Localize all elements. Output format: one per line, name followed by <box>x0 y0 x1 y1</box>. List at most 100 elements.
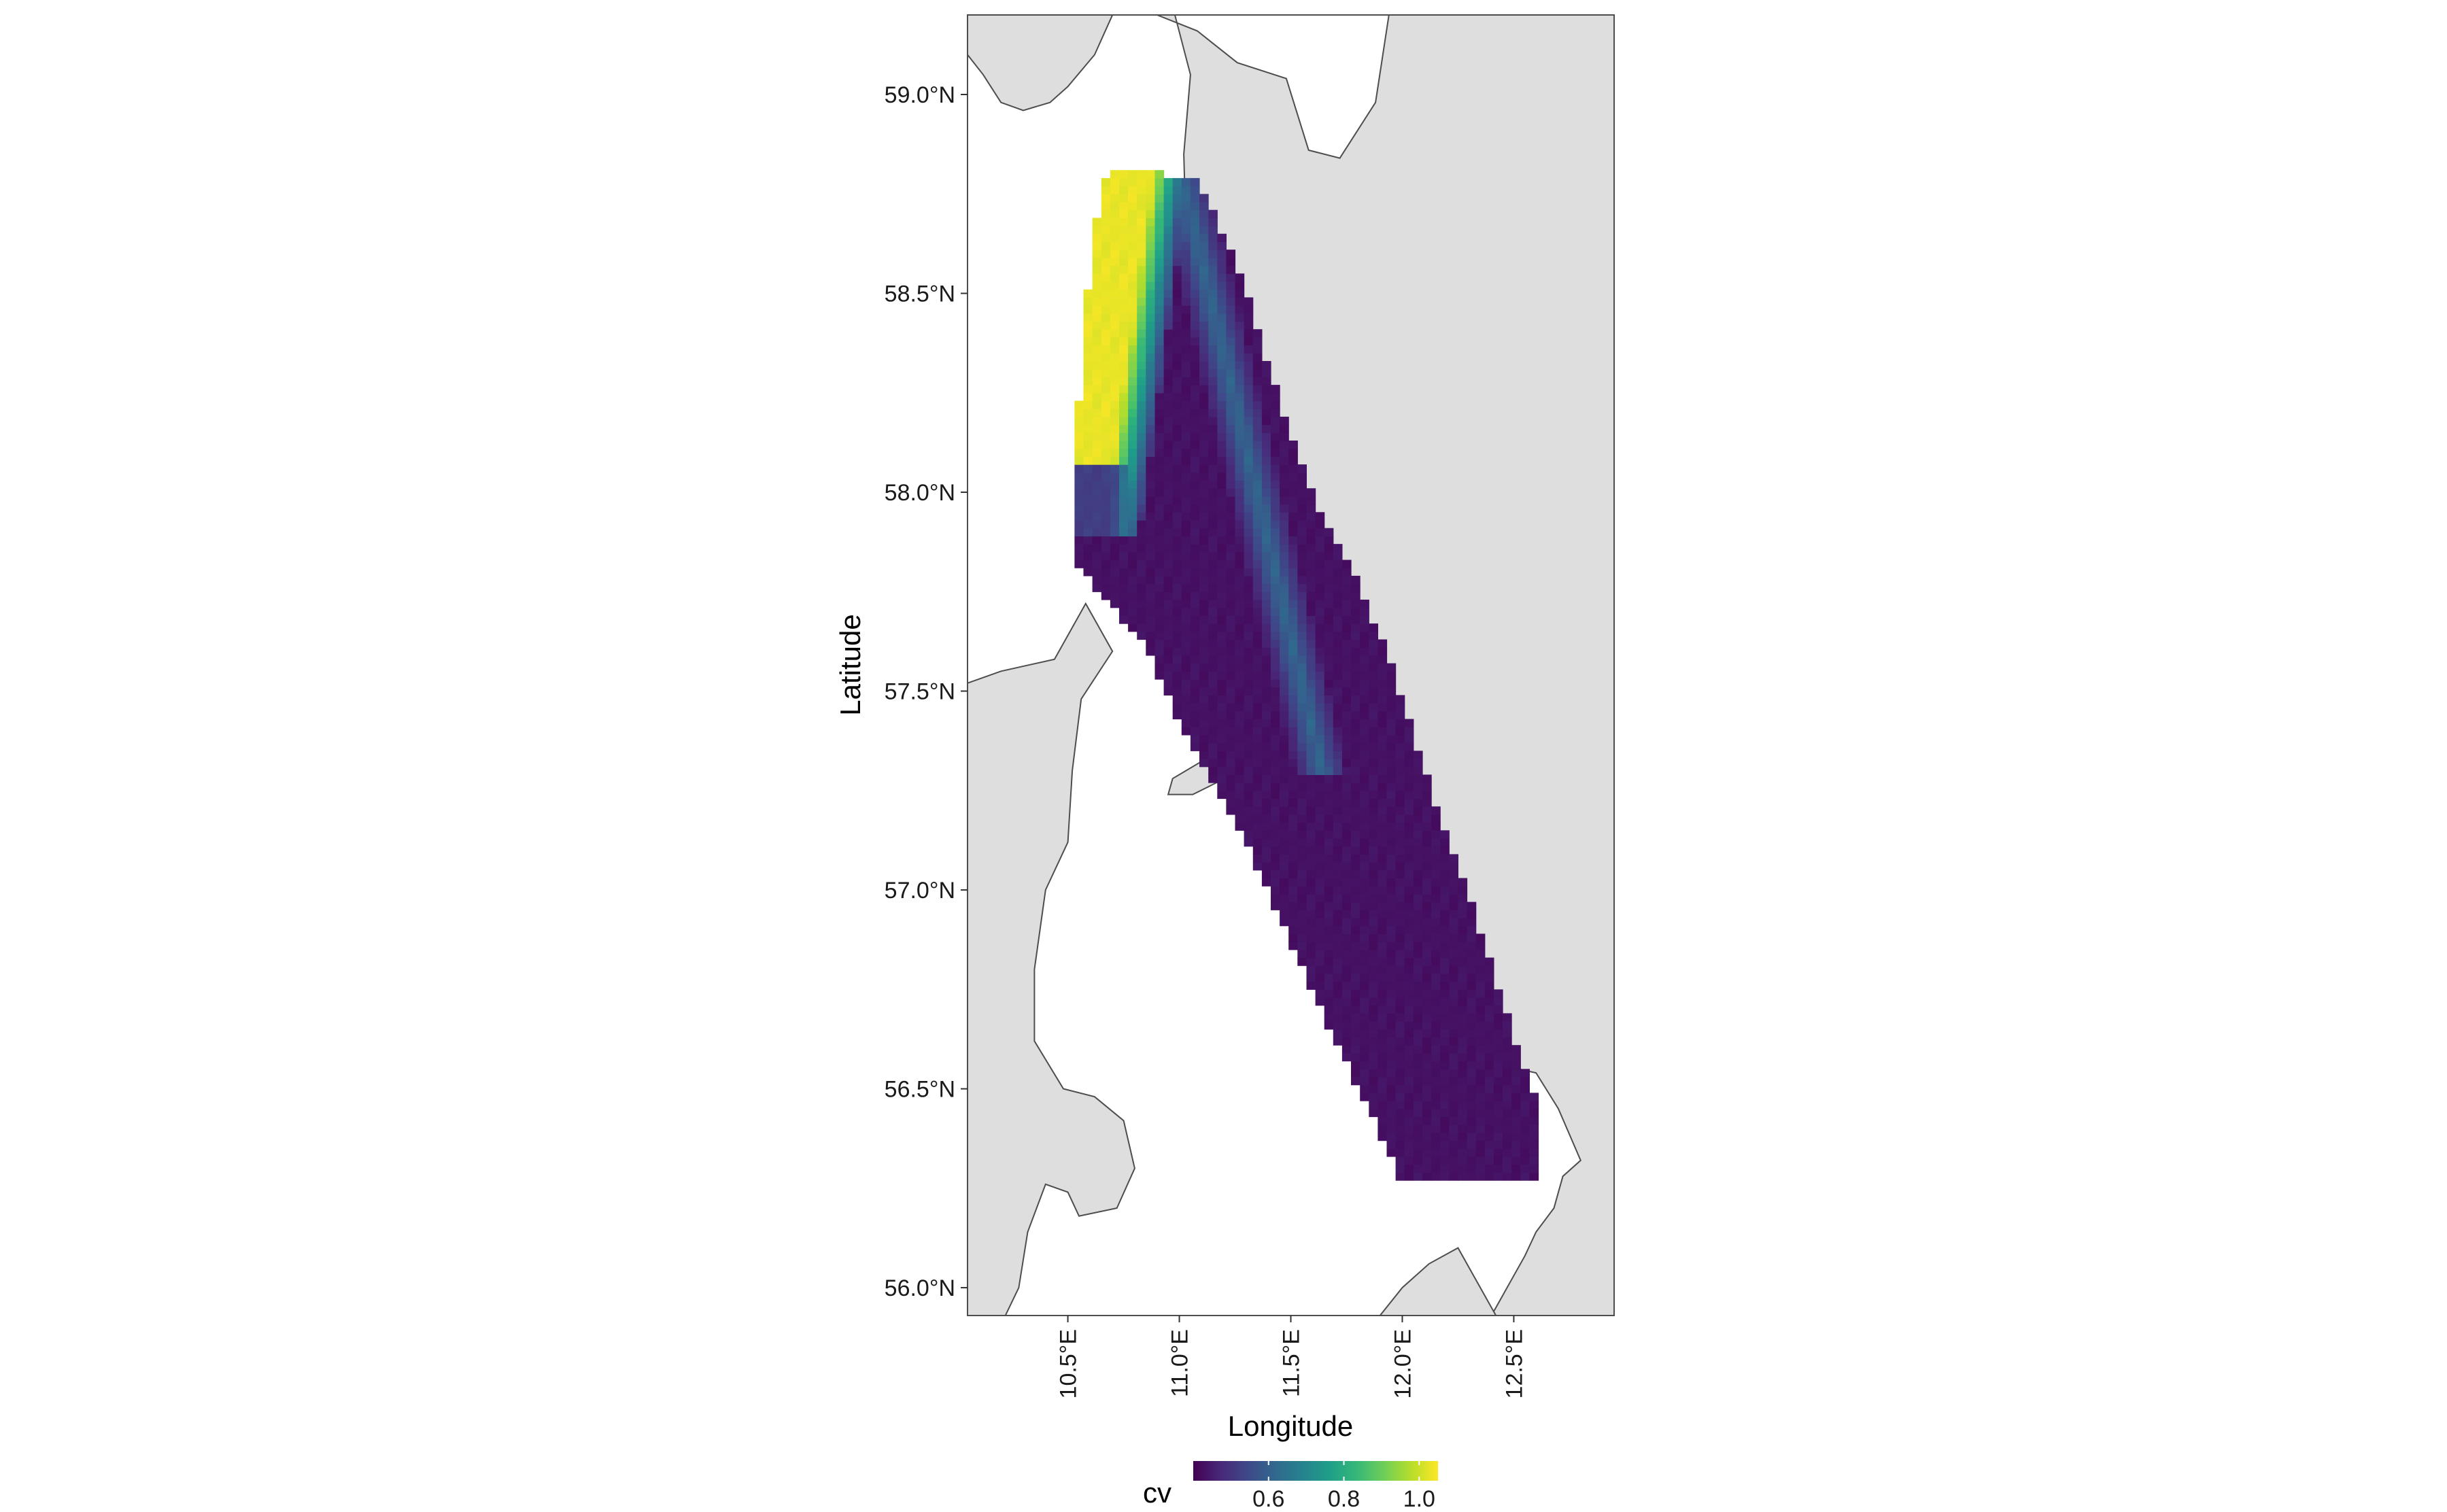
raster-cell <box>1101 345 1111 354</box>
raster-cell <box>1199 289 1209 298</box>
raster-cell <box>1280 512 1289 521</box>
raster-cell <box>1404 783 1414 791</box>
raster-cell <box>1377 647 1388 656</box>
raster-cell <box>1351 1045 1361 1054</box>
raster-cell <box>1297 830 1307 839</box>
raster-cell <box>1235 727 1245 736</box>
raster-cell <box>1271 751 1280 759</box>
raster-cell <box>1110 575 1120 585</box>
raster-cell <box>1235 528 1245 536</box>
raster-cell <box>1467 1084 1477 1093</box>
raster-cell <box>1386 751 1397 759</box>
raster-cell <box>1422 886 1432 895</box>
raster-cell <box>1377 703 1388 712</box>
raster-cell <box>1529 1172 1539 1181</box>
raster-cell <box>1181 392 1191 402</box>
raster-cell <box>1280 814 1289 823</box>
raster-cell <box>1395 1093 1405 1101</box>
raster-cell <box>1475 1093 1486 1101</box>
raster-cell <box>1369 925 1378 934</box>
raster-cell <box>1128 297 1137 306</box>
raster-cell <box>1208 209 1218 218</box>
raster-cell <box>1217 289 1227 298</box>
raster-cell <box>1458 1061 1468 1069</box>
raster-cell <box>1360 901 1369 910</box>
raster-cell <box>1449 1140 1458 1149</box>
raster-cell <box>1351 901 1361 910</box>
raster-cell <box>1154 568 1165 577</box>
raster-cell <box>1440 1061 1450 1069</box>
raster-cell <box>1092 368 1102 377</box>
raster-cell <box>1395 1037 1405 1046</box>
raster-cell <box>1351 957 1361 966</box>
raster-cell <box>1324 575 1334 585</box>
raster-cell <box>1280 886 1289 895</box>
raster-cell <box>1110 544 1120 553</box>
raster-cell <box>1341 925 1352 934</box>
raster-cell <box>1271 488 1280 497</box>
raster-cell <box>1413 1140 1423 1149</box>
raster-cell <box>1422 973 1432 982</box>
raster-cell <box>1092 257 1102 267</box>
raster-cell <box>1288 798 1298 807</box>
raster-cell <box>1261 822 1271 831</box>
raster-cell <box>1288 886 1298 895</box>
raster-cell <box>1163 472 1174 481</box>
raster-cell <box>1244 321 1254 330</box>
raster-cell <box>1137 241 1146 250</box>
raster-cell <box>1413 1101 1423 1110</box>
raster-cell <box>1190 441 1200 449</box>
raster-cell <box>1128 544 1137 553</box>
raster-cell <box>1154 528 1165 536</box>
raster-cell <box>1395 1140 1405 1149</box>
raster-cell <box>1315 774 1325 783</box>
raster-cell <box>1404 878 1414 887</box>
raster-cell <box>1324 918 1334 927</box>
raster-cell <box>1226 623 1236 632</box>
raster-cell <box>1217 568 1227 577</box>
raster-cell <box>1377 710 1388 720</box>
raster-cell <box>1431 1093 1441 1101</box>
raster-cell <box>1395 989 1405 998</box>
raster-cell <box>1146 241 1155 250</box>
raster-cell <box>1404 1116 1414 1125</box>
raster-cell <box>1297 806 1307 815</box>
raster-cell <box>1083 377 1093 385</box>
raster-cell <box>1163 448 1174 457</box>
raster-cell <box>1199 568 1209 577</box>
raster-cell <box>1503 1021 1512 1030</box>
raster-cell <box>1395 1077 1405 1086</box>
raster-cell <box>1315 806 1325 815</box>
raster-cell <box>1252 432 1263 441</box>
raster-cell <box>1172 321 1182 330</box>
raster-cell <box>1154 385 1165 394</box>
raster-cell <box>1261 464 1271 473</box>
raster-cell <box>1297 949 1307 959</box>
raster-cell <box>1119 361 1129 370</box>
raster-cell <box>1261 488 1271 497</box>
raster-cell <box>1226 719 1236 727</box>
raster-cell <box>1386 965 1397 974</box>
raster-cell <box>1092 385 1102 394</box>
raster-cell <box>1404 901 1414 910</box>
raster-cell <box>1217 265 1227 274</box>
raster-cell <box>1306 734 1316 744</box>
raster-cell <box>1208 615 1218 624</box>
raster-cell <box>1235 448 1245 457</box>
raster-cell <box>1467 1124 1477 1133</box>
raster-cell <box>1333 870 1343 879</box>
raster-cell <box>1110 241 1120 250</box>
raster-cell <box>1404 1084 1414 1093</box>
raster-cell <box>1128 368 1137 377</box>
raster-cell <box>1297 663 1307 672</box>
raster-cell <box>1217 751 1227 759</box>
raster-cell <box>1252 536 1263 545</box>
raster-cell <box>1520 1093 1530 1101</box>
raster-cell <box>1172 265 1182 274</box>
raster-cell <box>1110 416 1120 426</box>
raster-cell <box>1172 424 1182 433</box>
raster-cell <box>1208 639 1218 648</box>
raster-cell <box>1146 329 1155 338</box>
raster-cell <box>1324 1005 1334 1014</box>
raster-cell <box>1271 623 1280 632</box>
